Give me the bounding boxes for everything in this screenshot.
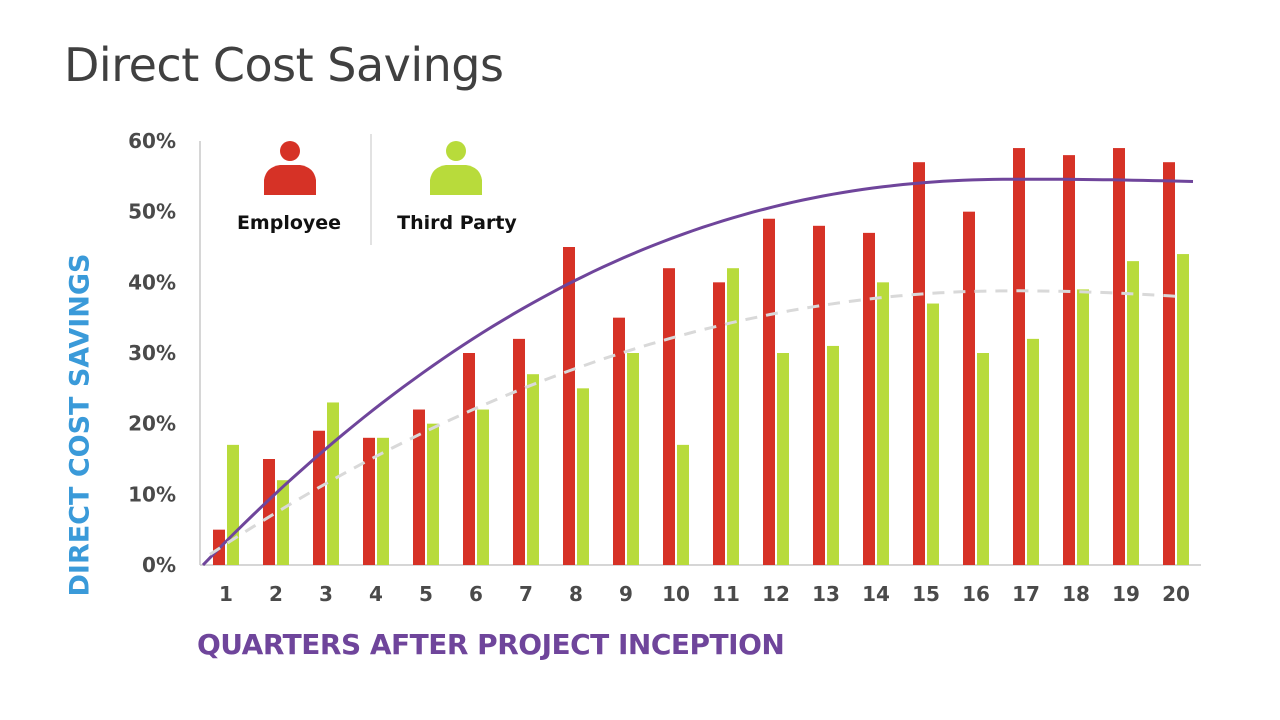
x-tick-label: 1	[219, 582, 233, 606]
bar-third-party	[827, 345, 839, 565]
x-tick-label: 5	[419, 582, 433, 606]
bar-third-party	[327, 402, 339, 565]
bar-third-party	[477, 409, 489, 565]
bar-employee	[1013, 148, 1025, 566]
bar-employee	[313, 430, 325, 565]
bar-employee	[613, 317, 625, 565]
legend-employee: Employee	[237, 141, 341, 234]
x-axis-label: QUARTERS AFTER PROJECT INCEPTION	[197, 628, 785, 661]
bar-employee	[363, 437, 375, 565]
bar-employee	[813, 225, 825, 566]
y-tick-label: 50%	[128, 200, 176, 224]
y-tick-label: 30%	[128, 341, 176, 365]
bar-third-party	[627, 353, 639, 565]
x-tick-label: 8	[569, 582, 583, 606]
bar-employee	[263, 459, 275, 565]
bar-third-party	[1077, 289, 1089, 565]
third-party-trendline	[209, 289, 1181, 556]
bar-employee	[963, 211, 975, 565]
page-title: Direct Cost Savings	[64, 38, 504, 92]
bar-employee	[1113, 148, 1125, 566]
bar-employee	[563, 247, 575, 565]
bar-third-party	[677, 444, 689, 565]
legend-label-employee: Employee	[237, 212, 341, 234]
bar-third-party	[1127, 261, 1139, 565]
x-tick-label: 20	[1162, 582, 1190, 606]
bar-employee	[713, 282, 725, 565]
x-tick-label: 12	[762, 582, 790, 606]
bar-third-party	[777, 353, 789, 565]
y-axis-ticks: 0% 10% 20% 30% 40% 50% 60%	[128, 129, 176, 577]
bar-third-party	[227, 444, 239, 565]
x-tick-label: 2	[269, 582, 283, 606]
bar-third-party	[577, 388, 589, 565]
x-tick-label: 19	[1112, 582, 1140, 606]
bar-third-party	[427, 423, 439, 565]
employee-trendline	[201, 177, 1194, 567]
x-tick-label: 13	[812, 582, 840, 606]
bar-third-party	[1027, 338, 1039, 565]
x-tick-label: 14	[862, 582, 890, 606]
y-tick-label: 20%	[128, 412, 176, 436]
x-tick-label: 3	[319, 582, 333, 606]
y-tick-label: 60%	[128, 129, 176, 153]
bar-employee	[1063, 155, 1075, 565]
bar-third-party	[977, 353, 989, 565]
bar-employee	[413, 409, 425, 565]
person-icon	[264, 141, 316, 195]
x-tick-label: 10	[662, 582, 690, 606]
x-tick-label: 15	[912, 582, 940, 606]
x-tick-label: 16	[962, 582, 990, 606]
x-tick-label: 6	[469, 582, 483, 606]
bars	[213, 148, 1189, 566]
x-tick-label: 4	[369, 582, 383, 606]
bar-employee	[913, 162, 925, 565]
legend-third-party: Third Party	[397, 141, 517, 234]
x-tick-label: 11	[712, 582, 740, 606]
x-tick-label: 9	[619, 582, 633, 606]
y-tick-label: 10%	[128, 482, 176, 506]
bar-third-party	[927, 303, 939, 565]
bar-employee	[463, 353, 475, 565]
x-tick-label: 7	[519, 582, 533, 606]
x-tick-label: 18	[1062, 582, 1090, 606]
bar-employee	[1163, 162, 1175, 565]
person-icon	[430, 141, 482, 195]
bar-third-party	[377, 437, 389, 565]
x-tick-label: 17	[1012, 582, 1040, 606]
y-tick-label: 40%	[128, 270, 176, 294]
bar-third-party	[877, 282, 889, 565]
bar-third-party	[527, 374, 539, 565]
legend-label-third-party: Third Party	[397, 212, 517, 234]
bar-third-party	[277, 480, 289, 565]
bar-third-party	[1177, 254, 1189, 566]
bar-employee	[663, 268, 675, 565]
bar-employee	[513, 338, 525, 565]
bar-third-party	[727, 268, 739, 565]
bar-employee	[763, 218, 775, 565]
x-axis-ticks: 1 2 3 4 5 6 7 8 9 10 11 12 13 14 15 16 17 18 19 20	[219, 582, 1190, 606]
bar-employee	[863, 232, 875, 565]
y-tick-label: 0%	[142, 553, 176, 577]
